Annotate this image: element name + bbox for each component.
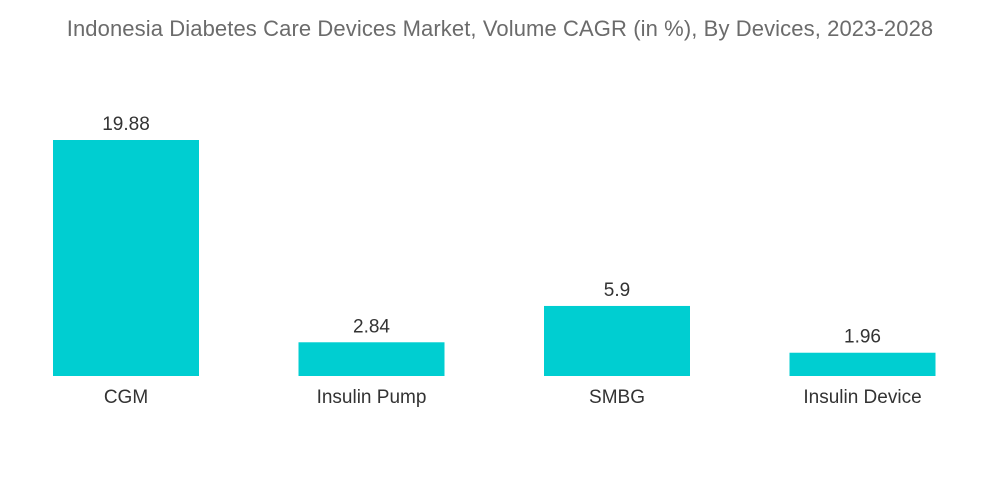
category-label: CGM xyxy=(104,387,148,408)
value-label: 5.9 xyxy=(604,280,630,301)
category-label: SMBG xyxy=(589,387,645,408)
bar-cgm xyxy=(53,140,199,376)
bar-smbg xyxy=(544,305,690,376)
chart-title: Indonesia Diabetes Care Devices Market, … xyxy=(66,16,934,41)
value-label: 19.88 xyxy=(102,114,150,135)
bar-insulin-device xyxy=(789,352,936,376)
value-label: 1.96 xyxy=(844,327,881,348)
category-label: Insulin Pump xyxy=(317,387,427,408)
category-label: Insulin Device xyxy=(803,387,921,408)
bar-insulin-pump xyxy=(298,342,445,376)
value-label: 2.84 xyxy=(353,316,390,337)
